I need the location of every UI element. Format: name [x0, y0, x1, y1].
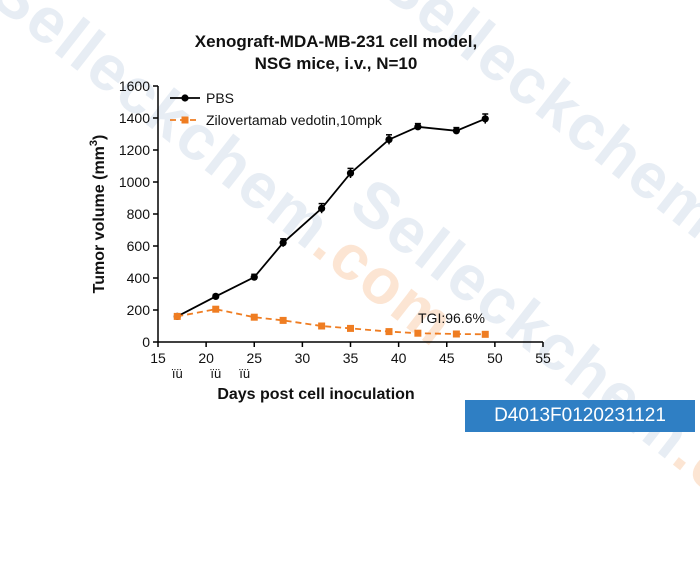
y-tick-label: 1200 — [119, 142, 150, 158]
y-tick-label: 600 — [127, 238, 151, 254]
data-point — [212, 292, 220, 300]
data-point — [279, 239, 287, 247]
series-line-1 — [177, 308, 486, 336]
x-axis-label: Days post cell inoculation — [217, 386, 414, 403]
y-axis-label: Tumor volume (mm3) — [88, 135, 108, 294]
legend: PBS Zilovertamab vedotin,10mpk — [170, 90, 383, 128]
data-point — [279, 316, 287, 324]
data-point — [481, 115, 489, 123]
y-tick-label: 1400 — [119, 110, 150, 126]
catalog-number-badge: D4013F0120231121 — [465, 400, 695, 432]
x-tick-label: 50 — [487, 350, 503, 366]
chart-title-group: Xenograft-MDA-MB-231 cell model, NSG mice… — [195, 32, 477, 73]
x-tick-label: 15 — [150, 350, 166, 366]
x-tick-label: 20 — [198, 350, 214, 366]
x-tick-label: 40 — [391, 350, 407, 366]
y-tick-label: 1000 — [119, 174, 150, 190]
data-point — [318, 322, 326, 330]
x-tick-label: 35 — [343, 350, 359, 366]
dosing-marker: ïü — [239, 366, 250, 381]
annotations: TGI:96.6% — [418, 310, 485, 326]
y-axis-label-main: Tumor volume (mm — [91, 146, 108, 293]
axes: 0 200 400 600 800 1000 1200 1400 1600 15 20 25 30 35 4… — [88, 78, 551, 403]
data-point — [414, 123, 422, 131]
data-point — [385, 328, 393, 336]
data-point — [250, 273, 258, 281]
data-point — [452, 330, 460, 338]
x-tick-label: 30 — [295, 350, 311, 366]
y-axis-label-close: ) — [91, 135, 108, 140]
chart: Xenograft-MDA-MB-231 cell model, NSG mice… — [88, 32, 551, 403]
data-point — [347, 324, 354, 332]
legend-label: Zilovertamab vedotin,10mpk — [206, 112, 383, 128]
dosing-marker: ïü — [172, 366, 183, 381]
series-group — [173, 113, 489, 338]
data-point — [385, 136, 393, 144]
legend-label: PBS — [206, 90, 234, 106]
y-tick-label: 400 — [127, 270, 151, 286]
data-point — [414, 329, 422, 337]
y-tick-label: 1600 — [119, 78, 150, 94]
x-tick-label: 45 — [439, 350, 455, 366]
series-line-0 — [176, 117, 486, 318]
y-tick-label: 200 — [127, 302, 151, 318]
y-tick-label: 0 — [142, 334, 150, 350]
data-point — [452, 127, 460, 135]
tgi-annotation: TGI:96.6% — [418, 310, 485, 326]
data-point — [318, 204, 326, 212]
data-point — [173, 312, 181, 320]
data-point — [212, 305, 220, 313]
legend-marker — [181, 116, 189, 124]
data-point — [250, 313, 258, 321]
dosing-marker: ïü — [210, 366, 221, 381]
y-axis-label-superscript: 3 — [88, 140, 100, 146]
x-tick-label: 25 — [246, 350, 262, 366]
legend-marker — [181, 94, 189, 102]
chart-title: NSG mice, i.v., N=10 — [255, 54, 418, 73]
y-tick-label: 800 — [127, 206, 151, 222]
x-tick-label: 55 — [535, 350, 551, 366]
chart-title: Xenograft-MDA-MB-231 cell model, — [195, 32, 477, 51]
data-point — [346, 169, 355, 177]
data-point — [481, 330, 489, 338]
